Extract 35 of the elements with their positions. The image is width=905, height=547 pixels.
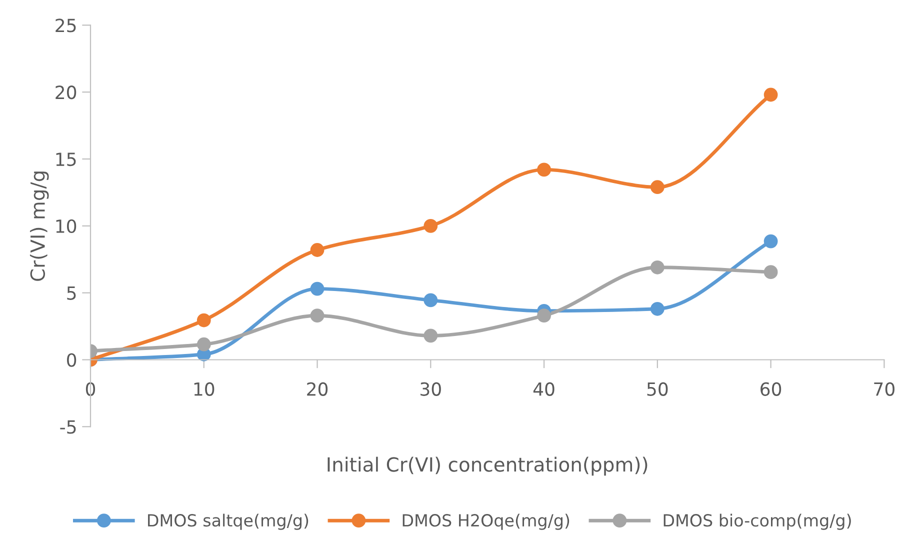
legend-label: DMOS saltqe(mg/g): [148, 514, 308, 530]
point: [764, 234, 778, 248]
point: [310, 308, 324, 323]
point: [650, 180, 664, 194]
y-tick-label: 15: [56, 152, 76, 166]
point: [424, 218, 438, 233]
point: [764, 88, 778, 102]
point: [310, 282, 324, 296]
y-tick-label: -5: [60, 420, 76, 434]
legend-label: DMOS bio-comp(mg/g): [664, 514, 851, 530]
x-tick-label: 10: [194, 382, 214, 396]
x-tick-label: 40: [533, 382, 554, 396]
y-tick-label: 20: [56, 86, 76, 100]
x-tick-label: 60: [760, 382, 782, 396]
point: [537, 308, 551, 323]
y-tick-label: 25: [56, 18, 76, 32]
point: [650, 260, 664, 274]
y-tick-label: 5: [67, 286, 76, 300]
y-tick-label: 0: [67, 353, 76, 367]
x-tick-label: 50: [647, 382, 668, 396]
point: [764, 265, 778, 280]
point: [537, 162, 551, 177]
y-axis-title: Cr(VI) mg/g: [30, 172, 49, 281]
x-tick-label: 70: [874, 382, 894, 396]
point: [424, 328, 438, 343]
legend-label: DMOS H2Oqe(mg/g): [402, 514, 570, 530]
point: [196, 313, 211, 328]
point: [310, 243, 324, 257]
x-axis-title: Initial Cr(VI) concentration(ppm)): [328, 456, 648, 476]
point: [424, 293, 438, 308]
point: [196, 337, 211, 352]
x-tick-label: 20: [307, 382, 328, 396]
point: [650, 302, 664, 316]
x-tick-label: 30: [420, 382, 441, 396]
y-tick-label: 10: [56, 219, 76, 234]
